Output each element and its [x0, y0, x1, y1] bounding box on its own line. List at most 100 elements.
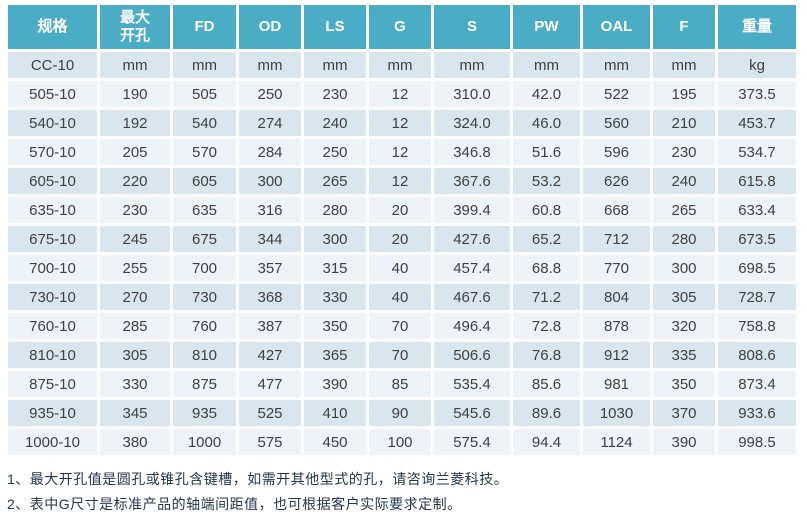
unit-cell: mm: [583, 52, 650, 78]
table-row: 505-10 190 505 250 230 12 310.0 42.0 522 195 373.5: [8, 81, 796, 107]
table-cell: 70: [369, 313, 431, 339]
table-cell: 12: [369, 81, 431, 107]
table-row: 810-10 305 810 427 365 70 506.6 76.8 912 335 808.6: [8, 342, 796, 368]
table-cell: 522: [583, 81, 650, 107]
unit-cell: mm: [304, 52, 366, 78]
table-cell: 46.0: [513, 110, 580, 136]
table-cell: 506.6: [434, 342, 510, 368]
table-cell: 570-10: [8, 139, 97, 165]
table-cell: 560: [583, 110, 650, 136]
table-cell: 540: [173, 110, 236, 136]
column-header: FD: [173, 5, 236, 49]
table-cell: 85: [369, 371, 431, 397]
table-cell: 675-10: [8, 226, 97, 252]
table-cell: 305: [100, 342, 170, 368]
table-cell: 280: [653, 226, 715, 252]
table-cell: 320: [653, 313, 715, 339]
table-cell: 316: [239, 197, 301, 223]
table-row: 730-10 270 730 368 330 40 467.6 71.2 804 305 728.7: [8, 284, 796, 310]
table-cell: 390: [304, 371, 366, 397]
table-cell: 245: [100, 226, 170, 252]
table-cell: 804: [583, 284, 650, 310]
table-cell: 698.5: [718, 255, 796, 281]
table-cell: 89.6: [513, 400, 580, 426]
table-cell: 192: [100, 110, 170, 136]
table-cell: 210: [653, 110, 715, 136]
table-cell: 335: [653, 342, 715, 368]
table-cell: 626: [583, 168, 650, 194]
table-row: 875-10 330 875 477 390 85 535.4 85.6 981 350 873.4: [8, 371, 796, 397]
table-cell: 540-10: [8, 110, 97, 136]
column-header: OAL: [583, 5, 650, 49]
table-cell: 255: [100, 255, 170, 281]
table-cell: 390: [653, 429, 715, 455]
unit-cell: mm: [173, 52, 236, 78]
table-cell: 195: [653, 81, 715, 107]
table-cell: 427.6: [434, 226, 510, 252]
table-cell: 20: [369, 197, 431, 223]
table-cell: 274: [239, 110, 301, 136]
table-cell: 525: [239, 400, 301, 426]
table-cell: 220: [100, 168, 170, 194]
table-cell: 410: [304, 400, 366, 426]
table-row: 540-10 192 540 274 240 12 324.0 46.0 560 210 453.7: [8, 110, 796, 136]
table-cell: 477: [239, 371, 301, 397]
table-cell: 344: [239, 226, 301, 252]
table-cell: 635-10: [8, 197, 97, 223]
unit-cell: mm: [434, 52, 510, 78]
table-cell: 534.7: [718, 139, 796, 165]
table-cell: 65.2: [513, 226, 580, 252]
table-row: 675-10 245 675 344 300 20 427.6 65.2 712 280 673.5: [8, 226, 796, 252]
column-header: LS: [304, 5, 366, 49]
table-cell: 730: [173, 284, 236, 310]
table-cell: 250: [304, 139, 366, 165]
table-cell: 1000-10: [8, 429, 97, 455]
table-cell: 615.8: [718, 168, 796, 194]
table-cell: 300: [304, 226, 366, 252]
table-cell: 100: [369, 429, 431, 455]
table-cell: 53.2: [513, 168, 580, 194]
table-cell: 346.8: [434, 139, 510, 165]
table-cell: 467.6: [434, 284, 510, 310]
table-cell: 12: [369, 139, 431, 165]
column-header: G: [369, 5, 431, 49]
column-header: PW: [513, 5, 580, 49]
table-cell: 635: [173, 197, 236, 223]
column-header: 规格: [8, 5, 97, 49]
table-cell: 12: [369, 168, 431, 194]
table-cell: 399.4: [434, 197, 510, 223]
table-cell: 373.5: [718, 81, 796, 107]
table-cell: 190: [100, 81, 170, 107]
table-cell: 453.7: [718, 110, 796, 136]
table-cell: 570: [173, 139, 236, 165]
table-cell: 700: [173, 255, 236, 281]
table-cell: 673.5: [718, 226, 796, 252]
table-cell: 230: [653, 139, 715, 165]
table-cell: 935-10: [8, 400, 97, 426]
table-cell: 230: [100, 197, 170, 223]
table-cell: 575.4: [434, 429, 510, 455]
column-header: OD: [239, 5, 301, 49]
column-header: S: [434, 5, 510, 49]
table-cell: 265: [304, 168, 366, 194]
table-cell: 357: [239, 255, 301, 281]
table-cell: 633.4: [718, 197, 796, 223]
table-cell: 330: [304, 284, 366, 310]
table-cell: 912: [583, 342, 650, 368]
table-cell: 758.8: [718, 313, 796, 339]
footnotes: 1、最大开孔值是圆孔或锥孔含键槽，如需开其他型式的孔，请咨询兰菱科技。 2、表中…: [7, 467, 807, 517]
table-row: 570-10 205 570 284 250 12 346.8 51.6 596 230 534.7: [8, 139, 796, 165]
table-cell: 76.8: [513, 342, 580, 368]
table-cell: 85.6: [513, 371, 580, 397]
table-cell: 668: [583, 197, 650, 223]
table-cell: 12: [369, 110, 431, 136]
table-cell: 728.7: [718, 284, 796, 310]
table-cell: 810-10: [8, 342, 97, 368]
table-cell: 875-10: [8, 371, 97, 397]
header-row: 规格 最大 开孔 FD OD LS G S PW OAL F 重量: [8, 5, 796, 49]
table-cell: 365: [304, 342, 366, 368]
table-cell: 387: [239, 313, 301, 339]
table-cell: 427: [239, 342, 301, 368]
table-cell: 873.4: [718, 371, 796, 397]
table-row: 605-10 220 605 300 265 12 367.6 53.2 626 240 615.8: [8, 168, 796, 194]
